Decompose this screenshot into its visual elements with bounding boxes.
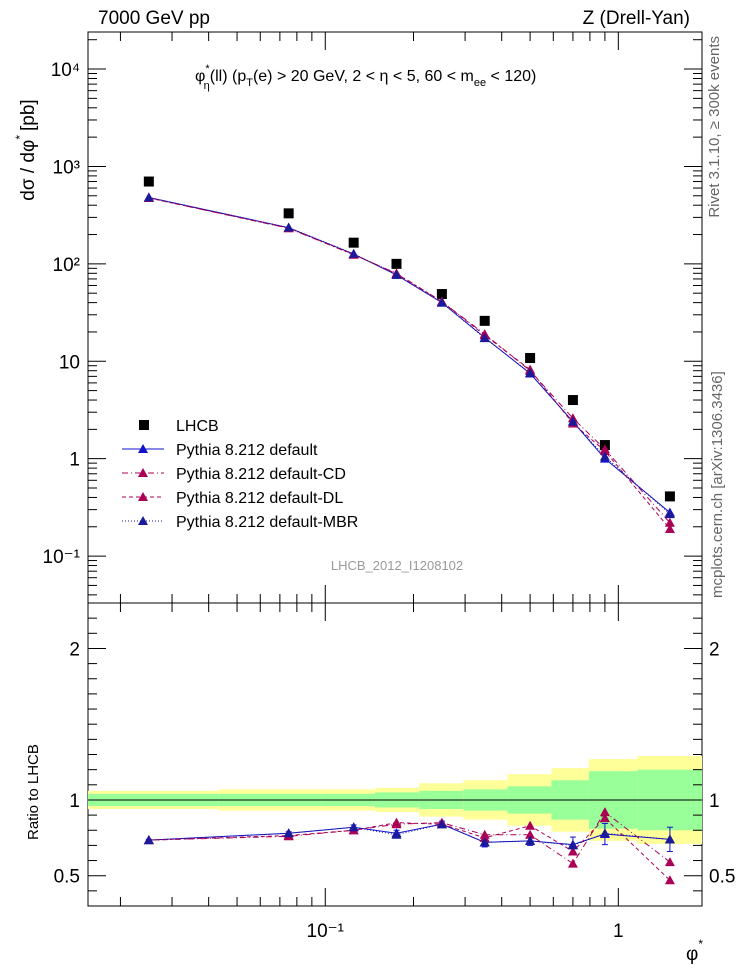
- lhcb-point: [479, 315, 490, 326]
- main-y-axis-label: dσ / dφ*[pb]: [13, 99, 39, 200]
- ratio-series: [143, 807, 675, 885]
- legend-marker-lhcb: [139, 420, 149, 430]
- legend-label: Pythia 8.212 default-CD: [176, 466, 346, 483]
- ratio-tick-label-right: 2: [709, 639, 720, 660]
- ratio-point: [391, 817, 402, 827]
- series-point: [664, 509, 675, 519]
- ratio-point: [436, 819, 447, 829]
- chart-title: φ* η(ll) (pT(e) > 20 GeV, 2 < η < 5, 60 <…: [195, 63, 536, 92]
- series-point: [479, 333, 490, 343]
- ratio-point: [664, 857, 675, 867]
- series-point: [436, 297, 447, 307]
- ratio-line: [148, 817, 671, 881]
- series-point: [525, 367, 536, 377]
- ratio-point: [479, 837, 490, 847]
- ratio-point: [567, 846, 578, 856]
- ratio-point: [479, 832, 490, 842]
- lhcb-point: [664, 491, 675, 502]
- legend-marker: [138, 468, 148, 477]
- header-left: 7000 GeV pp: [98, 8, 210, 29]
- ratio-point: [283, 828, 294, 838]
- ratio-tick-label-right: 1: [709, 791, 720, 812]
- lhcb-point: [567, 395, 578, 406]
- legend: LHCB Pythia 8.212 default Pythia 8.212 def…: [122, 418, 358, 531]
- ratio-y-axis-label: Ratio to LHCB: [25, 744, 42, 840]
- header-right: Z (Drell-Yan): [582, 8, 690, 29]
- ratio-tick-label-left: 1: [69, 791, 80, 812]
- x-tick-label: 10⁻¹: [307, 921, 345, 942]
- lhcb-point: [348, 237, 359, 248]
- legend-marker: [138, 492, 148, 501]
- series-point: [664, 523, 675, 533]
- lhcb-point: [143, 176, 154, 187]
- ratio-tick-label-right: 0.5: [709, 867, 735, 888]
- legend-label: Pythia 8.212 default-DL: [176, 490, 343, 507]
- legend-label: LHCB: [176, 418, 219, 435]
- analysis-label: LHCB_2012_I1208102: [331, 558, 463, 573]
- ratio-point: [525, 829, 536, 839]
- ratio-tick-label-left: 0.5: [54, 867, 80, 888]
- y-tick-label: 10²: [53, 255, 80, 276]
- main-series: [143, 176, 675, 533]
- x-tick-label: 1: [613, 921, 624, 942]
- y-tick-label: 1: [69, 450, 80, 471]
- legend-label: Pythia 8.212 default-MBR: [176, 514, 358, 531]
- x-axis-label: φ*: [686, 937, 703, 965]
- lhcb-point: [436, 289, 447, 300]
- series-point: [567, 416, 578, 426]
- ratio-point: [525, 835, 536, 845]
- y-tick-label: 10⁻¹: [43, 547, 81, 568]
- ratio-plot-frame: [87, 602, 703, 907]
- legend-marker: [138, 444, 148, 453]
- lhcb-point: [525, 353, 536, 364]
- series-point: [599, 445, 610, 455]
- ratio-point: [599, 828, 610, 838]
- ratio-point: [599, 813, 610, 823]
- lhcb-point: [283, 208, 294, 219]
- ratio-line: [148, 811, 671, 865]
- ratio-point: [348, 822, 359, 832]
- ratio-point: [143, 835, 154, 845]
- series-point: [283, 222, 294, 232]
- series-point: [348, 248, 359, 258]
- y-tick-label: 10: [59, 352, 80, 373]
- mcplots-label: mcplots.cern.ch [arXiv:1306.3436]: [709, 371, 726, 598]
- ratio-point: [567, 858, 578, 868]
- series-point: [391, 269, 402, 279]
- legend-marker: [138, 516, 148, 525]
- legend-label: Pythia 8.212 default: [176, 442, 318, 459]
- y-tick-label: 10³: [53, 157, 80, 178]
- ratio-point: [599, 807, 610, 817]
- ratio-line: [148, 823, 670, 846]
- ratio-point: [664, 875, 675, 885]
- lhcb-point: [391, 258, 402, 269]
- series-point: [664, 517, 675, 527]
- ratio-tick-label-left: 2: [69, 639, 80, 660]
- y-tick-label: 10⁴: [51, 60, 80, 81]
- svg-text:dσ / dφ*[pb]: dσ / dφ*[pb]: [13, 99, 39, 200]
- ratio-point: [567, 840, 578, 850]
- ratio-point: [525, 820, 536, 830]
- axis-ticks: 10⁻¹ 1 10⁻¹ 1 10 10² 10³ 10⁴ 0.5 0.5 1 1 2 2: [43, 32, 735, 942]
- ratio-point: [391, 829, 402, 839]
- series-point: [143, 192, 154, 202]
- ratio-uncertainty-bands: [88, 756, 702, 844]
- series-point: [599, 451, 610, 461]
- ratio-point: [664, 834, 675, 844]
- series-line: [148, 197, 671, 530]
